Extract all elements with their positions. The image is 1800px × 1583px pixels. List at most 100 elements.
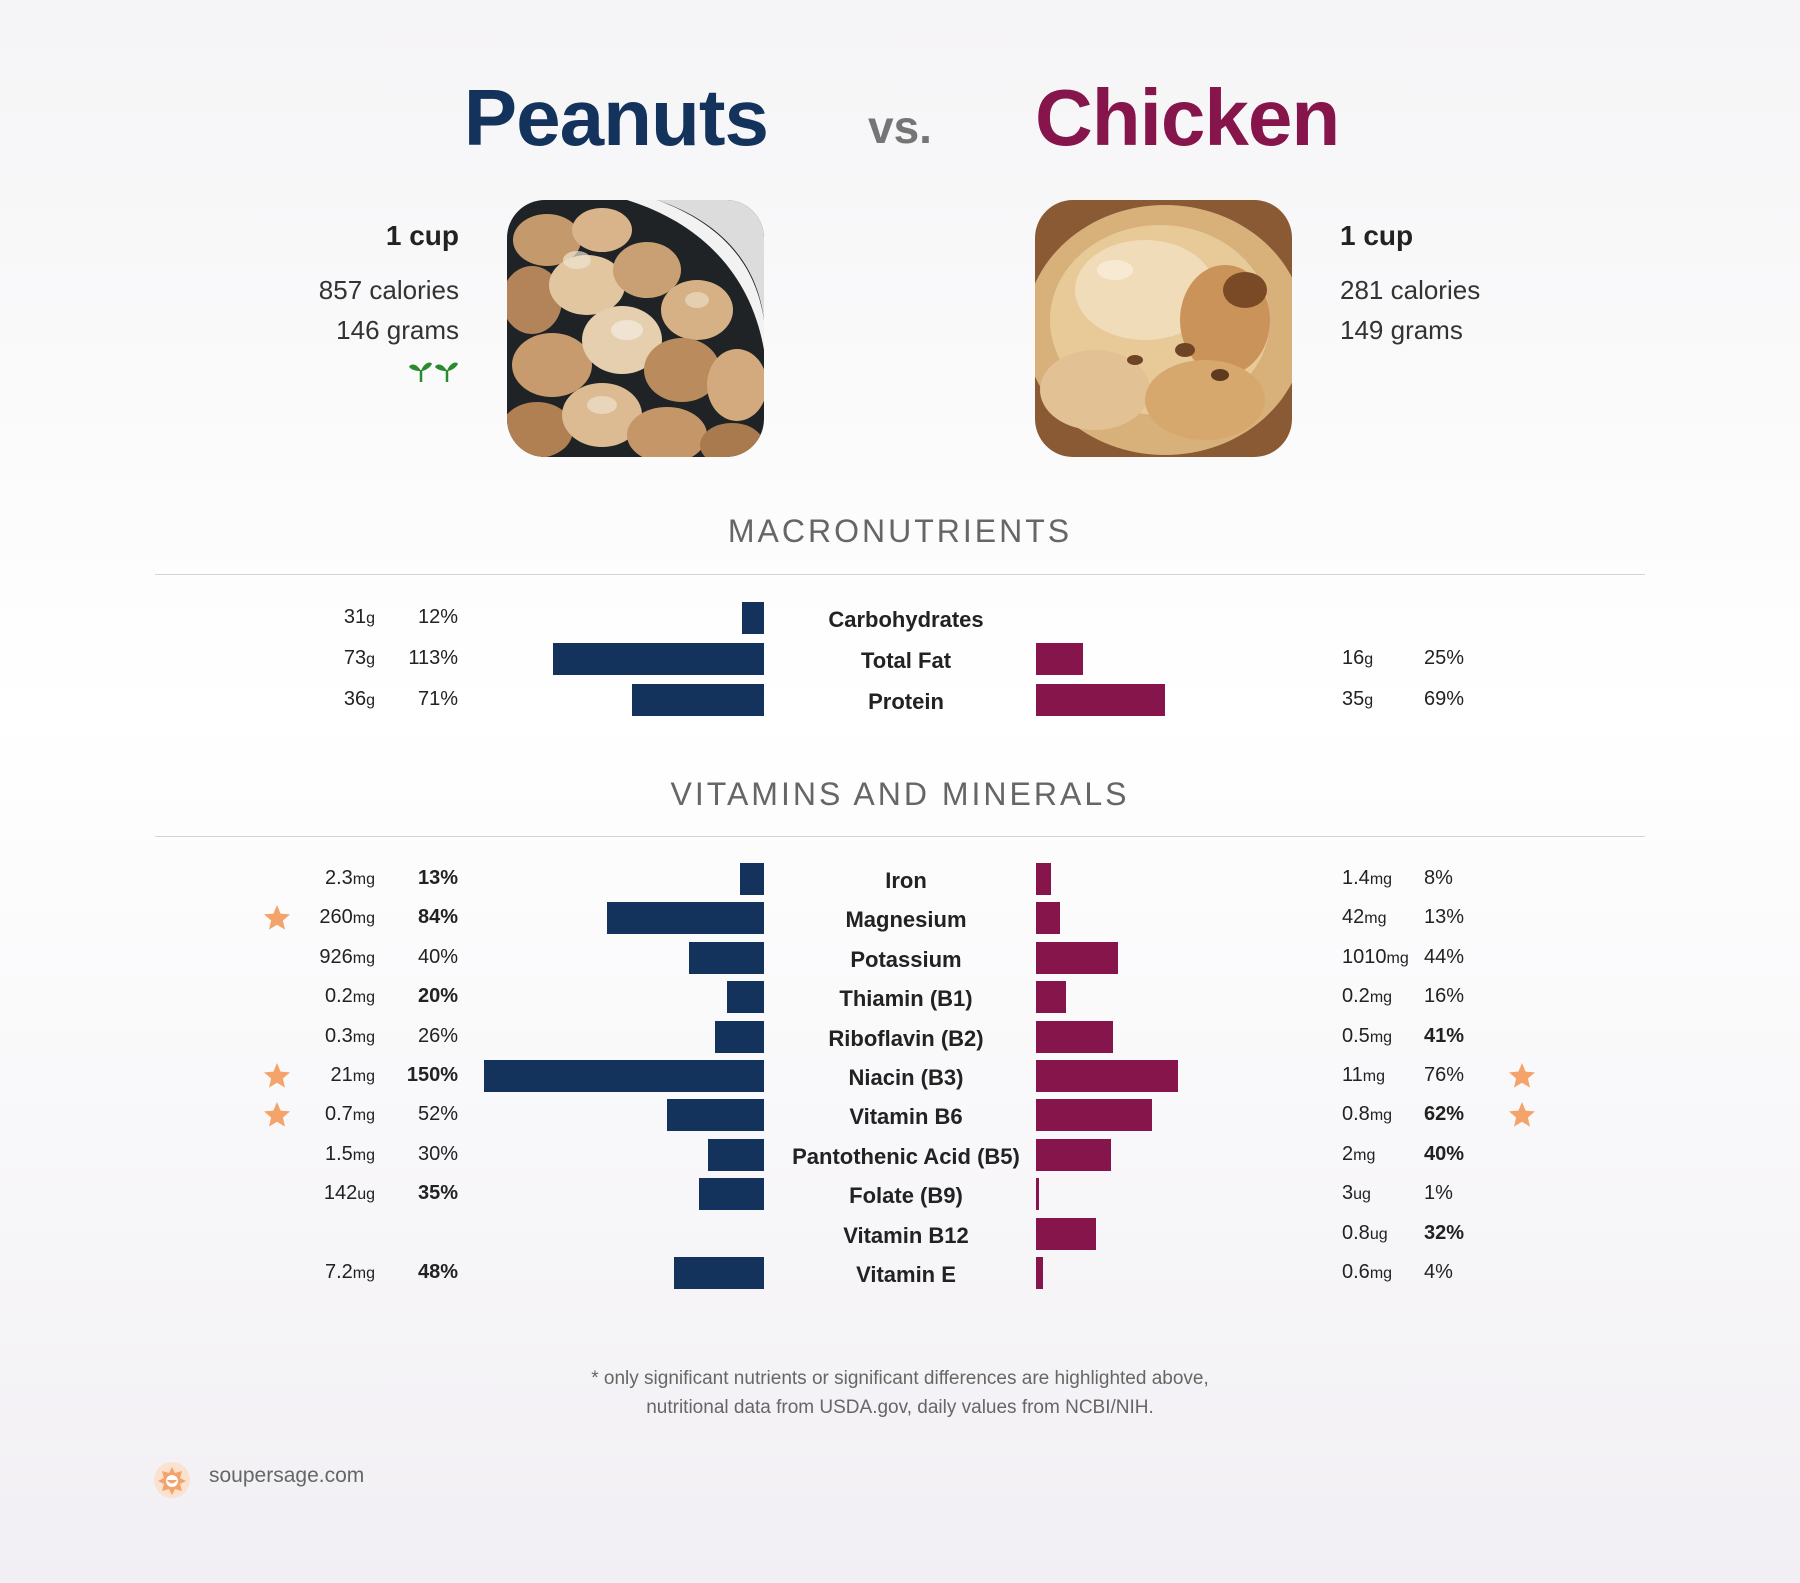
right-amount-iron-number: 1.4 — [1342, 867, 1370, 889]
left-percent-total-fat: 113% — [408, 647, 458, 669]
left-bar-total-fat — [553, 643, 764, 675]
star-icon — [263, 1101, 291, 1129]
left-percent-riboflavin-b2: 26% — [417, 1024, 458, 1047]
left-amount-pantothenic-acid-b5-number: 1.5 — [324, 1142, 353, 1165]
right-amount-folate-b9: 3ug — [1342, 1182, 1462, 1205]
left-amount-iron-unit: mg — [352, 871, 375, 888]
right-amount-folate-b9-number: 3 — [1342, 1182, 1354, 1205]
chicken-photo — [1035, 200, 1292, 457]
right-amount-pantothenic-acid-b5-unit: mg — [1353, 1146, 1376, 1164]
left-amount-vitamin-e-unit: mg — [352, 1265, 375, 1282]
left-percent-iron: 13% — [417, 867, 458, 889]
star-icon — [263, 1062, 291, 1090]
soupersage-logo-icon — [153, 1461, 191, 1504]
left-bar-protein — [631, 684, 764, 716]
right-amount-magnesium-number: 42 — [1342, 906, 1365, 929]
right-percent-niacin-b3: 76% — [1424, 1064, 1465, 1086]
left-serving: 1 cup — [385, 220, 459, 251]
right-bar-iron — [1036, 863, 1051, 895]
left-amount-folate-b9-unit: ug — [357, 1186, 375, 1204]
left-amount-potassium: 926mg — [255, 946, 375, 969]
right-bar-vitamin-b6 — [1036, 1099, 1152, 1132]
nutrient-label-protein: Protein — [868, 689, 944, 714]
versus-label: vs. — [868, 101, 932, 153]
right-percent-riboflavin-b2: 41% — [1424, 1024, 1465, 1047]
right-bar-vitamin-b12 — [1036, 1217, 1096, 1250]
nutrient-label-folate-b9: Folate (B9) — [849, 1183, 963, 1209]
right-bar-protein — [1036, 684, 1165, 716]
right-amount-pantothenic-acid-b5: 2mg — [1342, 1143, 1462, 1166]
right-amount-vitamin-b6-unit: mg — [1369, 1107, 1393, 1125]
vitamins-heading: VITAMINS AND MINERALS — [670, 776, 1130, 812]
right-percent-thiamin-b1: 16% — [1424, 985, 1465, 1008]
right-amount-vitamin-e-unit: mg — [1369, 1265, 1393, 1282]
right-amount-niacin-b3-number: 11 — [1342, 1064, 1363, 1086]
right-amount-magnesium: 42mg — [1342, 906, 1462, 929]
left-amount-vitamin-e: 7.2mg — [255, 1261, 375, 1284]
nutrient-label-vitamin-e: Vitamin E — [856, 1262, 956, 1287]
right-bar-pantothenic-acid-b5 — [1036, 1138, 1111, 1171]
macro-divider — [155, 574, 1645, 575]
right-amount-vitamin-b6: 0.8mg — [1342, 1103, 1462, 1126]
right-serving: 1 cup — [1340, 220, 1414, 251]
right-bar-thiamin-b1 — [1036, 981, 1066, 1014]
nutrient-label-vitamin-b12: Vitamin B12 — [843, 1222, 969, 1248]
left-amount-thiamin-b1-unit: mg — [352, 989, 375, 1007]
left-percent-potassium: 40% — [417, 945, 458, 968]
left-bar-folate-b9 — [698, 1178, 764, 1211]
nutrient-label-iron: Iron — [885, 868, 927, 893]
right-bar-riboflavin-b2 — [1036, 1020, 1113, 1053]
right-amount-vitamin-b12-number: 0.8 — [1342, 1221, 1370, 1244]
right-calories: 281 calories — [1340, 275, 1481, 305]
left-amount-pantothenic-acid-b5: 1.5mg — [255, 1143, 375, 1166]
nutrient-label-niacin-b3: Niacin (B3) — [848, 1065, 964, 1090]
right-percent-vitamin-b12: 32% — [1424, 1221, 1465, 1244]
right-percent-pantothenic-acid-b5: 40% — [1424, 1142, 1465, 1165]
star-icon — [263, 904, 291, 932]
left-amount-vitamin-e-number: 7.2 — [324, 1261, 353, 1283]
nutrient-label-riboflavin-b2: Riboflavin (B2) — [828, 1025, 984, 1051]
footnote: * only significant nutrients or signific… — [0, 1364, 1800, 1422]
left-bar-riboflavin-b2 — [715, 1020, 764, 1053]
left-bar-niacin-b3 — [484, 1060, 764, 1092]
left-amount-riboflavin-b2-number: 0.3 — [324, 1024, 353, 1047]
right-amount-protein-number: 35 — [1342, 688, 1365, 710]
right-amount-protein-unit: g — [1364, 692, 1374, 709]
left-bar-potassium — [689, 941, 764, 974]
brand-name: soupersage.com — [209, 1464, 365, 1487]
right-food-title: Chicken — [1035, 73, 1340, 162]
nutrient-label-thiamin-b1: Thiamin (B1) — [839, 986, 973, 1012]
left-amount-thiamin-b1: 0.2mg — [255, 985, 375, 1008]
left-amount-protein-unit: g — [366, 692, 375, 709]
footnote-line-1: * only significant nutrients or signific… — [591, 1368, 1209, 1389]
right-amount-thiamin-b1-unit: mg — [1369, 989, 1393, 1007]
star-icon — [1508, 1062, 1536, 1090]
left-bar-pantothenic-acid-b5 — [708, 1138, 764, 1171]
left-percent-magnesium: 84% — [417, 906, 458, 929]
left-amount-carbohydrates-unit: g — [366, 610, 375, 627]
right-amount-thiamin-b1: 0.2mg — [1342, 985, 1462, 1008]
left-grams: 146 grams — [336, 315, 459, 345]
right-amount-riboflavin-b2-unit: mg — [1369, 1028, 1393, 1046]
right-amount-riboflavin-b2-number: 0.5 — [1342, 1024, 1370, 1047]
left-calories: 857 calories — [318, 275, 459, 305]
right-amount-total-fat-number: 16 — [1342, 647, 1365, 669]
right-amount-magnesium-unit: mg — [1364, 910, 1387, 928]
right-bar-magnesium — [1036, 902, 1061, 935]
right-percent-magnesium: 13% — [1424, 906, 1465, 929]
right-percent-vitamin-e: 4% — [1424, 1261, 1453, 1283]
left-bar-vitamin-e — [674, 1257, 764, 1289]
left-percent-protein: 71% — [417, 688, 458, 710]
right-amount-pantothenic-acid-b5-number: 2 — [1342, 1142, 1354, 1165]
right-amount-vitamin-b12: 0.8ug — [1342, 1222, 1462, 1245]
peanuts-photo — [507, 200, 764, 457]
left-amount-total-fat-unit: g — [366, 651, 375, 668]
left-amount-niacin-b3-number: 21 — [330, 1064, 353, 1086]
left-amount-riboflavin-b2-unit: mg — [352, 1028, 375, 1046]
right-percent-vitamin-b6: 62% — [1424, 1103, 1465, 1126]
right-amount-protein: 35g — [1342, 688, 1462, 711]
left-amount-protein-number: 36 — [343, 688, 367, 710]
sprout-icon — [408, 358, 460, 389]
left-amount-iron-number: 2.3 — [324, 867, 353, 889]
right-percent-iron: 8% — [1424, 867, 1453, 889]
